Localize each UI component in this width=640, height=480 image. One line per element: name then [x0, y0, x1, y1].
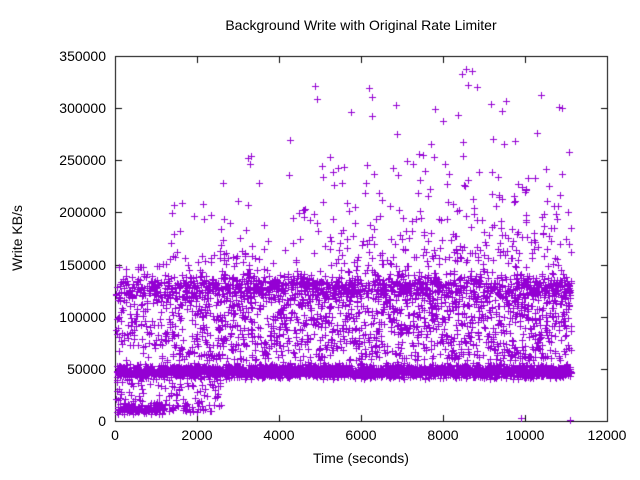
y-tick-label: 50000: [67, 360, 106, 377]
y-tick-label: 150000: [59, 256, 106, 273]
chart-title: Background Write with Original Rate Limi…: [225, 17, 497, 33]
y-tick-label: 300000: [59, 100, 106, 117]
x-tick-label: 6000: [345, 427, 377, 443]
y-tick-label: 200000: [59, 204, 106, 221]
x-tick-label: 12000: [587, 427, 627, 443]
x-tick-label: 0: [111, 427, 119, 443]
y-tick-label: 350000: [59, 48, 106, 64]
x-axis-label: Time (seconds): [313, 450, 409, 466]
x-tick-label: 4000: [263, 427, 295, 443]
y-tick-label: 100000: [59, 308, 106, 325]
x-tick-label: 8000: [427, 427, 459, 443]
x-tick-label: 10000: [505, 427, 545, 443]
y-tick-label: 250000: [59, 152, 106, 169]
y-tick-label: 0: [98, 413, 106, 429]
x-tick-label: 2000: [181, 427, 213, 443]
